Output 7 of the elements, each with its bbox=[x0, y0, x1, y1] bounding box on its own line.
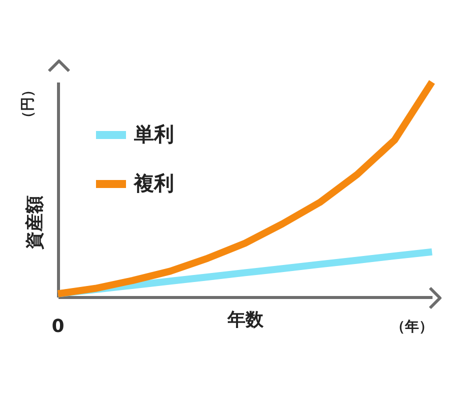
text: （年） bbox=[391, 319, 433, 335]
text: （円） bbox=[20, 83, 36, 125]
legend-label: 単利 bbox=[133, 122, 174, 146]
x-axis-title: 年数 bbox=[226, 310, 264, 330]
legend-label: 複利 bbox=[133, 171, 174, 195]
y-axis-title: 資産額 bbox=[24, 196, 46, 250]
text: 0 bbox=[52, 316, 64, 337]
